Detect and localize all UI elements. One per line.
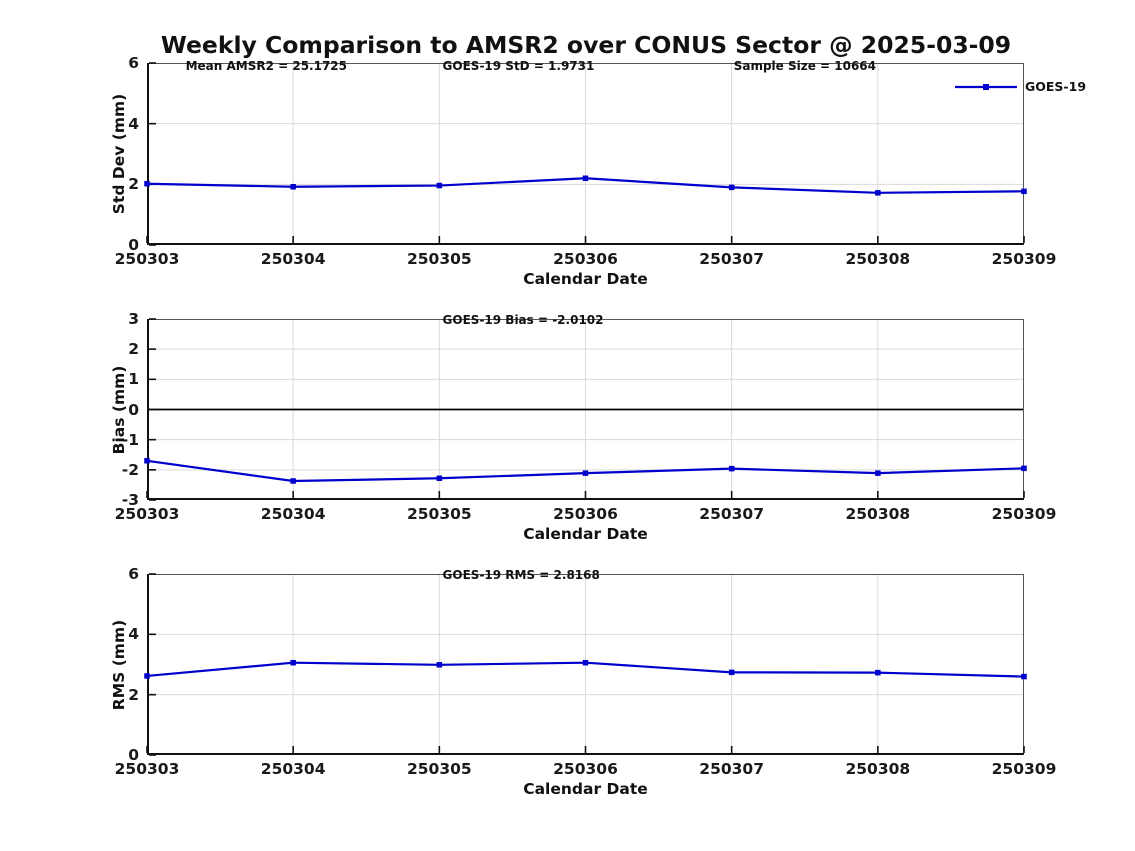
data-point-marker [875, 470, 881, 476]
annotation-text: GOES-19 RMS = 2.8168 [442, 568, 600, 582]
data-point-marker [1021, 673, 1027, 680]
x-tick-label: 250305 [406, 250, 472, 268]
y-tick-label: -1 [121, 430, 139, 449]
data-point-marker [144, 180, 150, 187]
x-tick-label: 250309 [991, 250, 1057, 268]
y-tick-label: 4 [128, 114, 139, 133]
x-tick-label: 250304 [260, 760, 326, 778]
x-tick-label: 250309 [991, 505, 1057, 523]
x-axis-label: Calendar Date [523, 270, 648, 288]
annotation-text: GOES-19 StD = 1.9731 [442, 59, 595, 73]
x-tick-label: 250308 [845, 250, 911, 268]
data-point-marker [875, 669, 881, 676]
y-tick-label: 4 [128, 625, 139, 644]
x-tick-label: 250307 [699, 760, 765, 778]
data-point-marker [728, 184, 735, 191]
y-tick-label: 3 [128, 310, 139, 328]
y-tick-label: 2 [128, 175, 139, 194]
x-tick-label: 250303 [114, 250, 180, 268]
y-tick-label: -3 [121, 491, 139, 509]
y-tick-label: 1 [128, 370, 139, 389]
data-point-marker [1021, 465, 1027, 472]
x-tick-label: 250304 [260, 505, 326, 523]
annotation-text: GOES-19 Bias = -2.0102 [442, 313, 604, 327]
data-point-marker [290, 478, 296, 484]
x-tick-label: 250304 [260, 250, 326, 268]
y-tick-label: -2 [121, 460, 139, 479]
x-tick-label: 250305 [406, 760, 472, 778]
legend-line-marker-icon [955, 83, 1017, 90]
y-tick-label: 0 [128, 746, 139, 764]
plot-area [144, 573, 1027, 756]
plot-area [144, 318, 1027, 501]
y-axis-label: RMS (mm) [110, 619, 128, 710]
y-tick-label: 2 [128, 685, 139, 704]
x-tick-label: 250303 [114, 505, 180, 523]
data-point-marker [436, 475, 443, 482]
data-point-marker [290, 659, 296, 666]
x-tick-label: 250306 [553, 250, 618, 268]
legend: GOES-19 [955, 79, 1086, 94]
data-point-marker [436, 662, 443, 668]
x-tick-label: 250306 [553, 760, 618, 778]
data-point-marker [1021, 188, 1027, 195]
y-tick-label: 2 [128, 340, 139, 359]
data-point-marker [436, 182, 443, 189]
data-point-marker [582, 659, 589, 666]
legend-label: GOES-19 [1025, 79, 1087, 94]
x-tick-label: 250305 [406, 505, 472, 523]
x-tick-label: 250308 [845, 505, 911, 523]
x-axis-label: Calendar Date [523, 525, 648, 543]
x-axis-label: Calendar Date [523, 780, 648, 798]
y-tick-label: 6 [128, 54, 139, 72]
annotation-text: Sample Size = 10664 [733, 59, 877, 73]
data-point-marker [290, 184, 296, 190]
y-tick-label: 0 [128, 400, 139, 419]
data-point-marker [875, 190, 881, 196]
x-tick-label: 250306 [553, 505, 618, 523]
x-tick-label: 250309 [991, 760, 1057, 778]
x-tick-label: 250307 [699, 250, 765, 268]
plot-area [144, 62, 1027, 246]
y-tick-label: 6 [128, 565, 139, 583]
y-tick-label: 0 [128, 236, 139, 254]
data-point-marker [144, 458, 150, 464]
x-tick-label: 250307 [699, 505, 765, 523]
x-tick-label: 250303 [114, 760, 180, 778]
x-tick-label: 250308 [845, 760, 911, 778]
figure-title: Weekly Comparison to AMSR2 over CONUS Se… [160, 31, 1012, 59]
data-point-marker [582, 175, 589, 182]
data-point-marker [728, 465, 735, 472]
data-point-marker [144, 673, 150, 679]
data-point-marker [582, 470, 589, 476]
annotation-text: Mean AMSR2 = 25.1725 [185, 59, 348, 73]
data-point-marker [728, 669, 735, 676]
